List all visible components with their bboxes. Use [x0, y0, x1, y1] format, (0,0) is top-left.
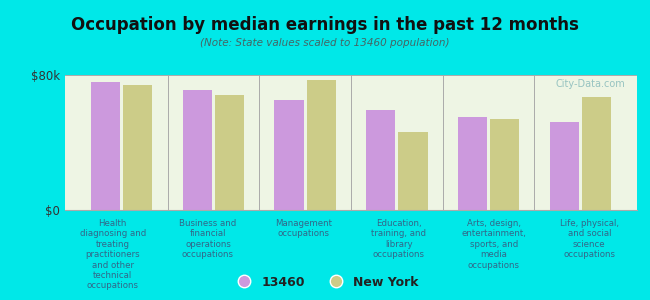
Bar: [214, 95, 244, 210]
Bar: [274, 100, 304, 210]
Bar: [183, 90, 212, 210]
Text: Occupation by median earnings in the past 12 months: Occupation by median earnings in the pas…: [71, 16, 579, 34]
Bar: [91, 82, 120, 210]
Bar: [490, 119, 519, 210]
Text: Life, physical,
and social
science
occupations: Life, physical, and social science occup…: [560, 219, 619, 259]
Bar: [582, 97, 611, 210]
Text: Arts, design,
entertainment,
sports, and
media
occupations: Arts, design, entertainment, sports, and…: [462, 219, 526, 270]
Bar: [458, 117, 488, 210]
Bar: [123, 85, 153, 210]
Bar: [307, 80, 336, 210]
Bar: [366, 110, 395, 210]
Text: Business and
financial
operations
occupations: Business and financial operations occupa…: [179, 219, 237, 259]
Bar: [398, 132, 428, 210]
Legend: 13460, New York: 13460, New York: [226, 271, 424, 294]
Text: (Note: State values scaled to 13460 population): (Note: State values scaled to 13460 popu…: [200, 38, 450, 47]
Text: Health
diagnosing and
treating
practitioners
and other
technical
occupations: Health diagnosing and treating practitio…: [79, 219, 146, 290]
Bar: [549, 122, 579, 210]
Text: Education,
training, and
library
occupations: Education, training, and library occupat…: [371, 219, 426, 259]
Text: Management
occupations: Management occupations: [275, 219, 332, 239]
Text: City-Data.com: City-Data.com: [556, 79, 625, 89]
